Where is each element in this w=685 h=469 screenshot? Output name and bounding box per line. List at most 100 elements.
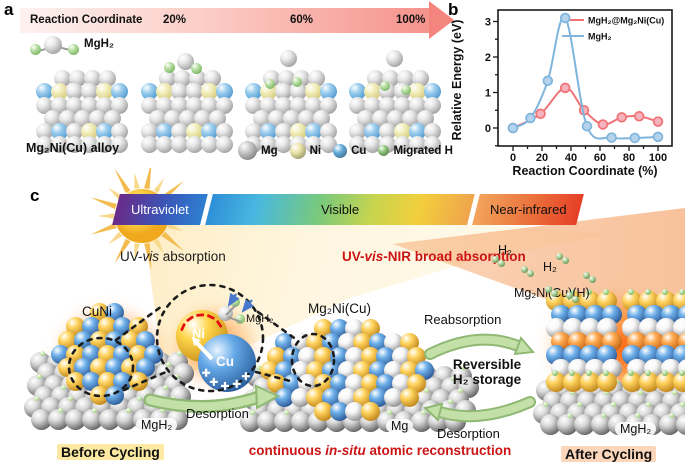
atom-sphere	[68, 44, 79, 55]
mg2nicuh-structure	[546, 289, 685, 396]
inset-h-atom	[235, 314, 245, 324]
atom-sphere	[349, 83, 366, 100]
atom-sphere	[284, 410, 290, 416]
atom-sphere	[659, 414, 681, 436]
y-axis-label: Relative Energy (eV)	[450, 20, 464, 141]
atom-sphere	[569, 370, 575, 376]
atom-sphere	[60, 385, 66, 391]
atom-sphere	[39, 351, 45, 356]
electron-transfer-arrow	[241, 299, 255, 313]
atom-sphere	[614, 379, 620, 384]
atom-sphere	[116, 408, 138, 430]
atom-sphere	[163, 385, 169, 391]
data-point	[559, 82, 571, 94]
atom-sphere	[249, 410, 255, 416]
atom-sphere	[291, 411, 313, 433]
atom-sphere	[36, 97, 53, 114]
mgh2-slab-badge-right: MgH₂	[615, 422, 657, 436]
atom-sphere	[275, 97, 292, 114]
desorption-left-label: Desorption	[186, 406, 249, 421]
atom-sphere	[245, 83, 262, 100]
atom-sphere	[111, 136, 128, 153]
charge-marks	[180, 313, 250, 390]
atom-sphere	[679, 401, 685, 407]
electron-transfer-arrow	[227, 292, 240, 307]
atom-sphere	[364, 123, 381, 140]
atom-sphere	[387, 110, 404, 127]
atom-sphere	[313, 110, 330, 127]
reversible-h2-storage-label: Reversible H₂ storage	[432, 357, 542, 387]
atom-sphere	[201, 123, 218, 140]
atom-sphere	[420, 410, 426, 416]
atom-sphere	[628, 370, 634, 376]
atom-sphere	[33, 396, 39, 402]
plus-charge-icon	[232, 379, 241, 388]
atom-sphere	[349, 97, 366, 114]
atom-sphere	[639, 372, 659, 392]
atom-sphere	[622, 372, 642, 392]
atom-sphere	[81, 97, 98, 114]
atom-sphere	[156, 83, 173, 100]
reversible-line2: H₂ storage	[452, 372, 522, 387]
atom-sphere	[136, 396, 142, 402]
data-point	[507, 122, 519, 134]
atom-sphere	[176, 351, 182, 356]
data-point	[542, 75, 554, 87]
h2-molecule-icon	[566, 292, 573, 299]
atom-sphere	[30, 44, 41, 55]
inset-mgh2-label: MgH₂	[246, 313, 274, 325]
h2-molecule-icon	[492, 256, 499, 263]
atom-sphere	[679, 370, 685, 376]
atom-sphere	[628, 289, 634, 295]
atom-sphere	[563, 372, 583, 392]
atom-sphere	[603, 289, 609, 295]
atom-sphere	[566, 413, 572, 419]
atom-sphere	[679, 289, 685, 295]
atom-sphere	[89, 110, 106, 127]
atom-sphere	[305, 136, 322, 153]
atom-sphere	[424, 123, 441, 140]
atom-sphere	[105, 385, 125, 405]
atom-sphere	[91, 407, 97, 413]
x-axis-label: Reaction Coordinate (%)	[512, 164, 657, 178]
h2-label-1: H₂	[498, 243, 512, 257]
panel-b-label: b	[448, 0, 459, 19]
x-tick-label: 100	[649, 152, 667, 164]
atom-sphere	[51, 97, 68, 114]
legend-label-ni: Ni	[309, 144, 322, 157]
atom-sphere	[160, 407, 166, 413]
atom-sphere	[68, 396, 74, 402]
atom-sphere	[51, 83, 68, 100]
h2-molecule-icon	[583, 272, 590, 279]
mg2nicu-label: Mg₂Ni(Cu)	[308, 301, 371, 316]
data-point	[525, 112, 536, 124]
uv-vis-nir-absorption-text: UV-vis-NIR broad absorption	[342, 249, 526, 264]
atom-sphere	[386, 50, 403, 67]
atom-sphere	[384, 387, 404, 407]
atom-sphere	[194, 110, 211, 127]
atom-sphere	[409, 97, 426, 114]
atom-sphere	[586, 370, 592, 376]
reabsorption-arrow	[424, 333, 535, 360]
atom-sphere	[164, 110, 181, 127]
atom-sphere	[156, 136, 173, 153]
atom-sphere	[186, 83, 203, 100]
atom-sphere	[204, 70, 221, 87]
atom-sphere	[47, 408, 69, 430]
atom-sphere	[171, 123, 188, 140]
h2-molecule-icon	[562, 257, 569, 264]
atom-sphere	[364, 83, 381, 100]
h2-molecule-icon	[521, 266, 528, 273]
atom-sphere	[678, 331, 685, 351]
energy-profile-chart: 0 20 40 60 80 100 0 1 2 3 Reaction Coordinate (%) R…	[450, 9, 673, 178]
atom-sphere	[156, 97, 173, 114]
data-point	[652, 116, 664, 127]
atom-sphere	[104, 110, 121, 127]
atom-sphere	[245, 97, 262, 114]
atom-sphere	[111, 123, 128, 140]
atom-sphere	[96, 123, 113, 140]
atom-sphere	[245, 123, 262, 140]
atom-sphere	[586, 289, 592, 295]
atom-sphere	[313, 401, 333, 421]
atom-sphere	[201, 136, 218, 153]
